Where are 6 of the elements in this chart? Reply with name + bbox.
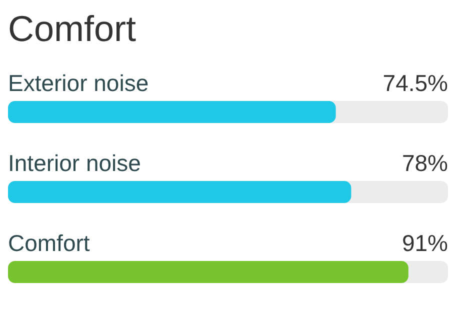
y-tick-label: Exterior noise xyxy=(8,70,149,96)
y-tick-label: Interior noise xyxy=(8,150,141,176)
data-label: 78% xyxy=(402,150,448,176)
y-tick-label: Comfort xyxy=(8,230,90,256)
data-label: 91% xyxy=(402,230,448,256)
data-label: 74.5% xyxy=(382,70,448,96)
